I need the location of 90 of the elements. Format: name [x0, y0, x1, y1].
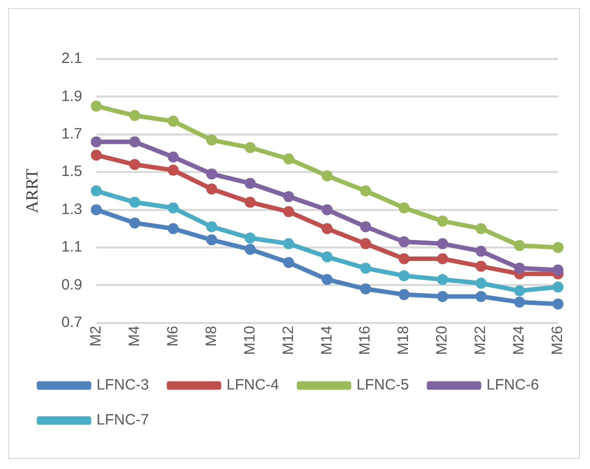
x-tick-label: M2: [87, 326, 104, 347]
point: [322, 170, 333, 182]
point: [129, 159, 140, 170]
point: [360, 262, 372, 274]
point: [168, 116, 179, 127]
point: [168, 164, 179, 176]
point: [90, 204, 102, 216]
point: [514, 285, 526, 296]
x-tick-label: M20: [434, 326, 451, 356]
x-tick-label: M18: [395, 326, 412, 356]
point: [437, 216, 448, 227]
point: [206, 134, 218, 146]
x-tick-label: M6: [164, 326, 182, 347]
point: [129, 136, 140, 148]
x-tick-label: M12: [280, 326, 297, 356]
point: [552, 298, 564, 310]
point: [360, 185, 372, 196]
point: [514, 262, 526, 274]
point: [206, 168, 218, 180]
point: [476, 223, 487, 234]
point: [322, 204, 333, 216]
point: [129, 217, 140, 228]
point: [90, 100, 102, 112]
x-tick-label: M24: [510, 326, 528, 356]
point: [283, 257, 294, 268]
point: [322, 223, 333, 234]
point: [360, 283, 372, 294]
legend-label: LFNC-6: [486, 376, 540, 394]
point: [437, 274, 448, 285]
point: [476, 246, 487, 257]
point: [129, 196, 140, 208]
point: [322, 274, 333, 285]
legend-label: LFNC-4: [226, 376, 280, 394]
legend-label: LFNC-7: [96, 412, 150, 429]
point: [398, 289, 410, 300]
point: [476, 278, 487, 289]
x-tick-label: M22: [472, 326, 490, 356]
point: [398, 202, 410, 214]
point: [398, 236, 410, 248]
point: [90, 185, 102, 196]
point: [398, 270, 410, 282]
legend-label: LFNC-5: [356, 376, 410, 394]
y-tick-label: 1.9: [61, 88, 82, 105]
y-tick-label: 0.7: [61, 314, 82, 331]
point: [168, 202, 179, 214]
point: [244, 232, 256, 244]
legend-label: LFNC-3: [96, 376, 150, 394]
point: [552, 242, 564, 253]
point: [168, 151, 179, 162]
point: [244, 196, 256, 208]
point: [437, 290, 448, 302]
point: [360, 238, 372, 250]
point: [476, 290, 487, 302]
point: [283, 206, 294, 218]
point: [552, 264, 564, 276]
point: [360, 221, 372, 232]
point: [437, 238, 448, 250]
point: [552, 282, 564, 293]
point: [283, 153, 294, 164]
point: [206, 184, 218, 195]
y-tick-label: 1.3: [61, 200, 82, 218]
point: [129, 110, 140, 122]
point: [244, 244, 256, 255]
x-tick-label: M14: [318, 326, 336, 356]
y-tick-label: 1.1: [61, 238, 82, 256]
x-tick-label: M8: [202, 326, 220, 347]
point: [206, 234, 218, 246]
point: [283, 238, 294, 250]
x-tick-label: M4: [126, 326, 143, 347]
y-tick-label: 0.9: [61, 276, 82, 294]
point: [244, 178, 256, 189]
y-axis-title: ARRT: [22, 168, 42, 214]
point: [476, 260, 487, 272]
point: [283, 191, 294, 202]
point: [244, 142, 256, 154]
y-tick-label: 1.7: [61, 126, 82, 143]
point: [514, 240, 526, 252]
point: [514, 296, 526, 308]
x-tick-label: M16: [356, 326, 374, 356]
point: [206, 221, 218, 232]
point: [90, 136, 102, 148]
point: [90, 150, 102, 161]
y-tick-label: 1.5: [61, 163, 82, 180]
point: [322, 251, 333, 262]
point: [437, 253, 448, 264]
y-tick-label: 2.1: [61, 50, 82, 68]
point: [168, 223, 179, 234]
point: [398, 253, 410, 264]
x-tick-label: M26: [549, 326, 566, 356]
x-tick-label: M10: [241, 326, 258, 356]
